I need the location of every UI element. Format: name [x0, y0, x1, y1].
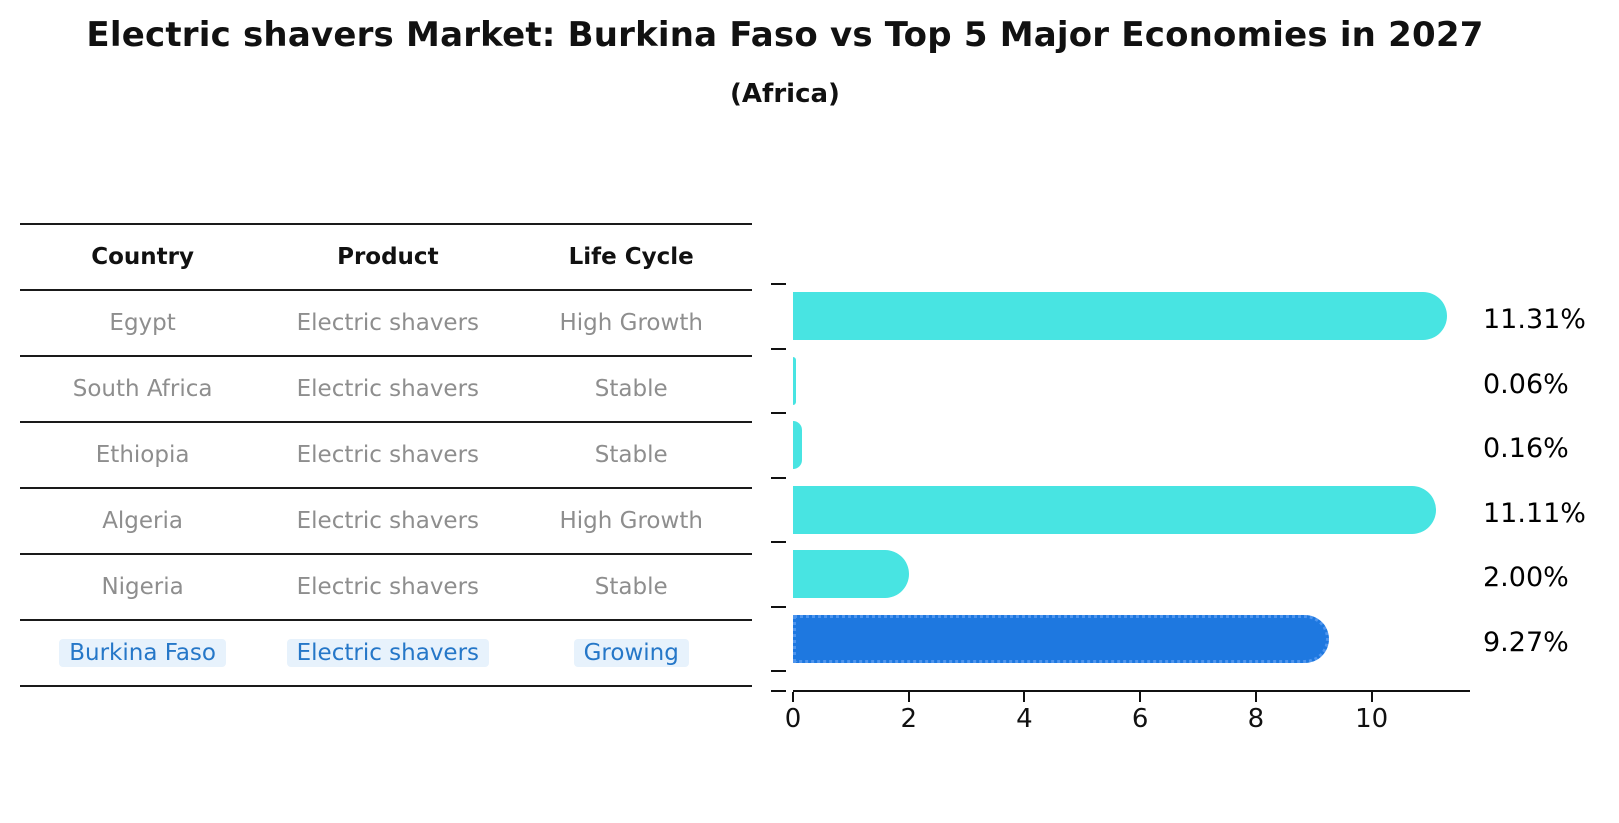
table-cell-life-cycle: Stable: [510, 376, 752, 402]
bar-row: 9.27%: [793, 607, 1569, 672]
bar-ethiopia: [793, 421, 803, 470]
y-axis-tick: [771, 412, 786, 414]
table-cell-country: Nigeria: [20, 574, 265, 600]
x-axis-tick-label: 10: [1355, 704, 1389, 734]
y-axis-tick: [771, 605, 786, 608]
y-axis-tick: [771, 670, 786, 672]
x-axis-line: [793, 690, 1470, 692]
table-cell-text: Algeria: [102, 508, 184, 534]
x-axis-tick: [907, 692, 910, 702]
table-cell-product: Electric shavers: [265, 508, 510, 534]
column-header-product: Product: [337, 244, 439, 270]
table-cell-life-cycle: Stable: [510, 442, 752, 468]
table-cell-country: South Africa: [20, 376, 265, 402]
value-label: 0.06%: [1483, 368, 1569, 400]
table-cell-text: Stable: [594, 376, 668, 402]
table-cell-text: Electric shavers: [296, 376, 480, 402]
table-cell-text: Burkina Faso: [59, 639, 226, 667]
table-row: Ethiopia Electric shavers Stable: [20, 423, 752, 489]
x-axis-tick: [1370, 692, 1373, 702]
table-cell-product: Electric shavers: [265, 442, 510, 468]
column-header-country: Country: [91, 244, 194, 270]
value-label: 9.27%: [1483, 626, 1569, 658]
table-cell-text: Stable: [594, 574, 668, 600]
bar-row: 11.11%: [793, 478, 1586, 543]
x-axis-tick-label: 4: [1016, 704, 1033, 734]
x-axis-tick-label: 8: [1247, 704, 1265, 734]
table-cell-life-cycle: High Growth: [510, 508, 752, 534]
table-cell-country: Ethiopia: [20, 442, 265, 468]
table-header-row: Country Product Life Cycle: [20, 223, 752, 291]
y-axis-tick: [771, 476, 786, 479]
plot-area: 11.31% 0.06% 0.16% 11.11% 2.00% 9.27%: [793, 284, 1586, 672]
y-axis-tick: [771, 283, 786, 285]
table-cell-text: Electric shavers: [296, 442, 480, 468]
table-cell-life-cycle: Growing: [510, 639, 752, 667]
bar-row: 11.31%: [793, 284, 1586, 349]
table-cell-text: Ethiopia: [95, 442, 190, 468]
bar-burkina-faso: [793, 614, 1330, 663]
x-axis-tick: [1023, 692, 1026, 702]
table-cell-text: Electric shavers: [296, 310, 480, 336]
table-cell-product: Electric shavers: [265, 639, 510, 667]
page-title: Electric shavers Market: Burkina Faso vs…: [86, 15, 1484, 55]
table-cell-text: Electric shavers: [296, 508, 480, 534]
table-cell-text: High Growth: [559, 310, 703, 336]
table-cell-text: Nigeria: [101, 574, 184, 600]
x-axis-tick-label: 0: [784, 704, 802, 734]
bar-row: 2.00%: [793, 542, 1569, 607]
bar-chart: 11.31% 0.06% 0.16% 11.11% 2.00% 9.27% 0 2 4 6 8 10: [771, 283, 1586, 734]
country-table: Country Product Life Cycle Egypt Electric…: [20, 223, 752, 687]
y-axis-tick: [771, 690, 786, 692]
table-cell-product: Electric shavers: [265, 574, 510, 600]
y-axis-tick: [771, 541, 786, 543]
bar-egypt: [793, 292, 1448, 341]
y-axis-tick: [771, 347, 786, 350]
table-body: Egypt Electric shavers High Growth South Af…: [20, 291, 752, 687]
table-row: Burkina Faso Electric shavers Growing: [20, 621, 752, 687]
x-axis-tick-label: 2: [900, 704, 917, 734]
value-label: 0.16%: [1483, 433, 1569, 465]
bar-algeria: [793, 485, 1436, 534]
table-cell-text: Electric shavers: [286, 639, 490, 667]
table-row: Nigeria Electric shavers Stable: [20, 555, 752, 621]
table-cell-product: Electric shavers: [265, 310, 510, 336]
table-row: South Africa Electric shavers Stable: [20, 357, 752, 423]
table-cell-life-cycle: High Growth: [510, 310, 752, 336]
table-cell-country: Algeria: [20, 508, 265, 534]
column-header-life-cycle: Life Cycle: [568, 244, 694, 270]
table-cell-text: High Growth: [559, 508, 703, 534]
bar-south-africa: [793, 356, 797, 405]
x-axis-tick: [792, 692, 794, 702]
table-row: Egypt Electric shavers High Growth: [20, 291, 752, 357]
table-cell-product: Electric shavers: [265, 376, 510, 402]
table-cell-text: South Africa: [72, 376, 213, 402]
bar-row: 0.06%: [793, 349, 1569, 414]
table-cell-country: Burkina Faso: [20, 639, 265, 667]
bar-row: 0.16%: [793, 413, 1569, 478]
value-label: 11.11%: [1483, 497, 1586, 529]
table-cell-text: Electric shavers: [296, 574, 480, 600]
page-subtitle: (Africa): [730, 79, 840, 109]
x-axis-tick: [1139, 692, 1142, 702]
table-cell-country: Egypt: [20, 310, 265, 336]
table-cell-life-cycle: Stable: [510, 574, 752, 600]
table-cell-text: Stable: [594, 442, 668, 468]
bar-nigeria: [793, 550, 909, 599]
x-axis-tick-label: 6: [1131, 704, 1149, 734]
table-cell-text: Growing: [573, 639, 689, 667]
table-row: Algeria Electric shavers High Growth: [20, 489, 752, 555]
value-label: 2.00%: [1483, 562, 1569, 594]
x-axis-tick: [1254, 692, 1257, 702]
table-cell-text: Egypt: [109, 310, 176, 336]
value-label: 11.31%: [1483, 304, 1586, 336]
